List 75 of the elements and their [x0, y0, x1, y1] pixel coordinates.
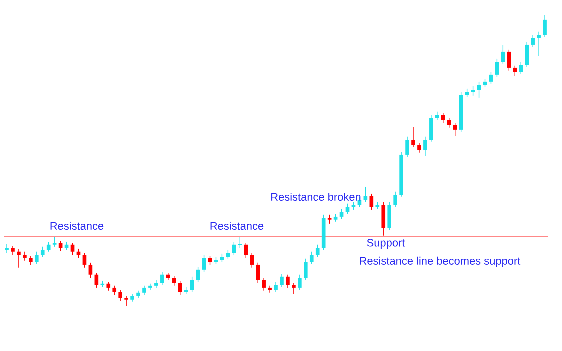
candlestick: [82, 252, 87, 268]
candlestick: [477, 82, 482, 98]
candlestick: [316, 244, 320, 258]
candlestick: [286, 274, 290, 288]
candlestick: [370, 194, 374, 210]
candlestick: [58, 240, 63, 252]
candlestick: [5, 244, 9, 254]
candlestick: [453, 122, 458, 136]
candlestick: [388, 202, 392, 230]
candlestick: [142, 286, 146, 296]
candlestick: [172, 276, 176, 286]
candlestick: [519, 62, 524, 74]
candlestick: [364, 186, 368, 202]
candlestick: [292, 282, 296, 294]
candlestick: [70, 242, 75, 256]
candlestick: [525, 42, 530, 68]
candlestick: [88, 262, 93, 278]
candlestick: [304, 258, 308, 280]
candlestick: [232, 242, 236, 256]
annotation: Resistance line becomes support: [360, 256, 521, 268]
candlestick: [11, 246, 15, 256]
candlestick: [310, 252, 314, 264]
candlestick: [178, 280, 182, 296]
candlestick: [124, 296, 128, 306]
candlestick: [46, 242, 51, 252]
candlestick: [406, 136, 410, 158]
candlestick: [298, 274, 302, 290]
annotation: Resistance: [50, 222, 104, 230]
candlestick: [208, 256, 212, 266]
candlestick: [537, 32, 541, 56]
candlestick: [424, 136, 428, 156]
candlestick: [501, 44, 506, 64]
candlestick: [418, 142, 422, 154]
candlestick: [447, 118, 452, 128]
candlestick: [40, 246, 45, 258]
candlestick: [471, 86, 476, 96]
candlestick: [262, 278, 266, 292]
candlestick: [513, 66, 518, 76]
candlestick: [340, 208, 344, 220]
annotation: Support: [367, 239, 406, 249]
candlestick: [430, 114, 434, 142]
candlestick: [274, 282, 278, 292]
candlestick: [382, 202, 386, 236]
candlestick: [29, 256, 33, 266]
candlestick: [202, 254, 206, 272]
candlestick: [489, 72, 494, 84]
candlestick: [441, 112, 446, 124]
candlestick: [112, 286, 117, 296]
candlestick: [190, 276, 194, 292]
candlestick: [328, 214, 332, 224]
candlestick: [394, 192, 398, 208]
candlestick: [160, 272, 164, 286]
candlestick: [196, 266, 200, 282]
candlestick: [52, 236, 57, 248]
candlestick: [23, 252, 27, 262]
candlestick: [17, 248, 21, 268]
candlestick: [531, 34, 535, 48]
annotation: Resistance broken: [272, 192, 361, 202]
candlestick: [154, 280, 158, 288]
candlestick: [238, 236, 242, 248]
candlestick: [507, 50, 512, 72]
candlestick: [250, 252, 254, 268]
candlestick: [94, 272, 99, 288]
candlestick: [543, 14, 547, 38]
annotation: Resistance: [210, 222, 264, 230]
candlestick: [256, 262, 260, 284]
candlestick: [280, 274, 284, 288]
candlestick: [268, 286, 272, 294]
candlestick: [412, 126, 416, 148]
candlestick: [148, 284, 152, 290]
candlestick: [118, 290, 122, 302]
candlestick: [244, 242, 248, 258]
candlestick: [34, 252, 39, 264]
candlestick: [495, 58, 500, 78]
candlestick: [346, 204, 350, 214]
